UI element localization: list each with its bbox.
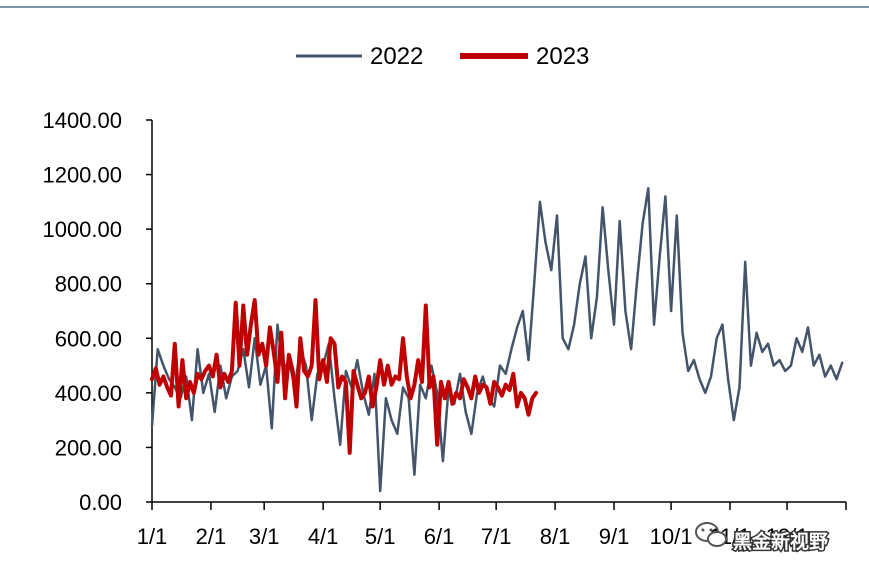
legend: 2022 2023 — [296, 43, 589, 70]
x-tick-label: 7/1 — [481, 524, 512, 549]
y-tick-label: 400.00 — [55, 381, 122, 406]
x-tick-label: 12/1 — [766, 524, 809, 549]
y-tick-label: 200.00 — [55, 435, 122, 460]
watermark-text: 黑金新视野 — [733, 530, 828, 553]
watermark: 黑金新视野 — [695, 522, 830, 555]
y-tick-label: 1000.00 — [42, 217, 122, 242]
x-tick-label: 2/1 — [196, 524, 227, 549]
x-tick-label: 4/1 — [308, 524, 339, 549]
x-tick-label: 1/1 — [137, 524, 168, 549]
legend-label-2022: 2022 — [370, 43, 423, 70]
x-tick-label: 9/1 — [599, 524, 630, 549]
y-tick-label: 0.00 — [79, 490, 122, 515]
wechat-icon — [695, 522, 727, 547]
series-line-2023 — [150, 298, 539, 455]
x-tick-label: 10/1 — [650, 524, 693, 549]
x-tick-label: 3/1 — [249, 524, 280, 549]
x-tick-label: 5/1 — [365, 524, 396, 549]
x-ticks: 1/1 2/1 3/1 4/1 5/1 6/1 7/1 8/1 9/1 10/1 11/1 12/1 — [137, 502, 847, 549]
y-ticks: 0.00 200.00 400.00 600.00 800.00 1000.00 1200.… — [42, 108, 152, 515]
legend-label-2023: 2023 — [536, 43, 589, 70]
y-tick-label: 800.00 — [55, 272, 122, 297]
y-tick-label: 600.00 — [55, 326, 122, 351]
series-layer — [150, 186, 844, 493]
x-tick-label: 8/1 — [540, 524, 571, 549]
y-tick-label: 1400.00 — [42, 108, 122, 133]
y-tick-label: 1200.00 — [42, 163, 122, 188]
x-tick-label: 6/1 — [424, 524, 455, 549]
